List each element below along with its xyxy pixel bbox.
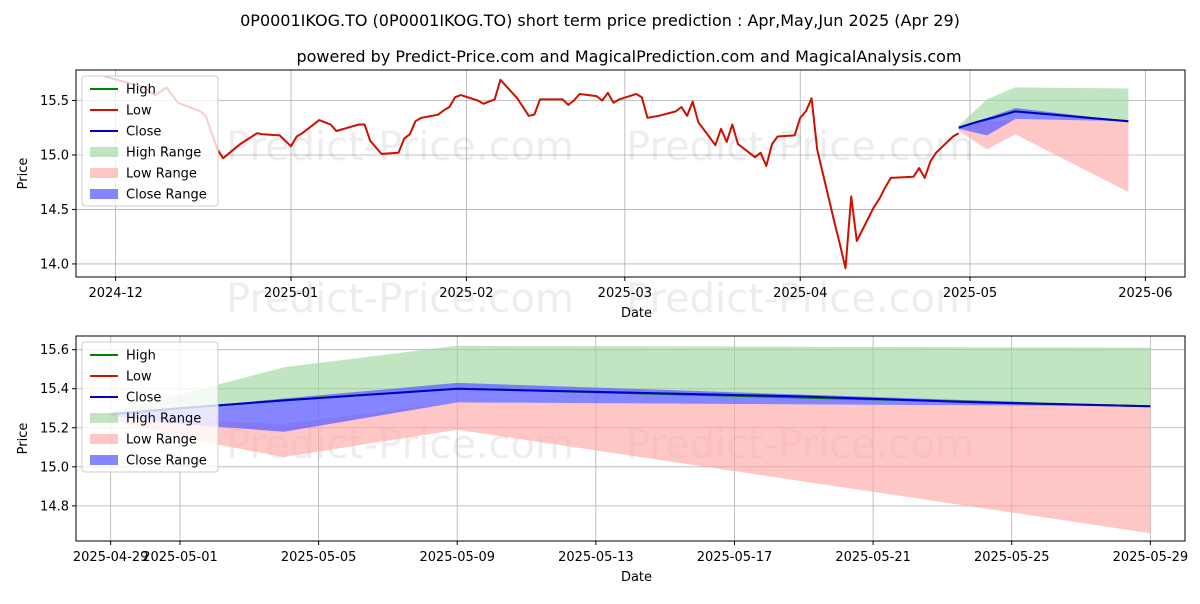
y-tick-label: 14.0: [40, 257, 69, 272]
x-tick-label: 2025-05-01: [142, 550, 218, 565]
legend-label: High Range: [126, 412, 201, 427]
y-tick-label: 15.5: [40, 94, 69, 109]
x-tick-label: 2025-05-21: [835, 550, 911, 565]
plot-area: [104, 75, 1129, 270]
legend-label: High Range: [126, 146, 201, 161]
y-tick-label: 15.0: [40, 148, 69, 163]
x-tick-label: 2025-03: [598, 286, 652, 301]
low-range-band: [110, 402, 1151, 534]
x-tick-label: 2025-05: [943, 286, 997, 301]
axes-frame: [75, 69, 1186, 278]
x-tick-label: 2025-05-17: [697, 550, 773, 565]
legend-swatch-high-range: [90, 147, 118, 157]
legend: High Low Close High Range Low Range Close Ran…: [81, 341, 219, 473]
x-axis-label: Date: [621, 570, 652, 585]
legend-label: Low: [126, 370, 152, 385]
x-tick-label: 2024-12: [88, 286, 142, 301]
legend-swatch-high-range: [90, 413, 118, 423]
legend-label: Close Range: [126, 454, 207, 469]
low-line: [104, 75, 960, 270]
x-tick-label: 2025-05-13: [558, 550, 634, 565]
chart-title: 0P0001IKOG.TO (0P0001IKOG.TO) short term…: [240, 11, 960, 30]
x-tick-label: 2025-05-29: [1113, 550, 1189, 565]
y-tick-label: 15.4: [40, 382, 69, 397]
y-axis-label: Price: [16, 423, 31, 455]
x-tick-label: 2025-05-09: [419, 550, 495, 565]
low-range-band: [958, 119, 1129, 192]
legend-label: Low Range: [126, 433, 197, 448]
legend-label: Low: [126, 104, 152, 119]
high-range-band: [958, 87, 1129, 128]
chart-subtitle: powered by Predict-Price.com and Magical…: [296, 47, 961, 66]
x-tick-label: 2025-06: [1118, 286, 1172, 301]
legend-label: High: [126, 83, 156, 98]
top-panel: Predict-Price.com Predict-Price.com Predic…: [16, 69, 1186, 322]
axes-frame: [75, 335, 1186, 542]
x-tick-label: 2025-05-05: [281, 550, 357, 565]
y-tick-label: 15.0: [40, 460, 69, 475]
watermark-text: Predict-Price.com: [226, 276, 574, 322]
plot-area: [110, 345, 1151, 534]
x-axis-label: Date: [621, 306, 652, 321]
legend-swatch-close-range: [90, 189, 118, 199]
high-range-band: [110, 345, 1151, 415]
close-line: [958, 110, 1129, 129]
watermark-text: Predict-Price.com: [626, 276, 974, 322]
legend-label: Close: [126, 125, 161, 140]
legend-label: High: [126, 349, 156, 364]
legend-label: Close: [126, 391, 161, 406]
y-tick-label: 15.6: [40, 343, 69, 358]
y-tick-label: 15.2: [40, 421, 69, 436]
legend-label: Low Range: [126, 167, 197, 182]
legend-swatch-low-range: [90, 434, 118, 444]
x-tick-label: 2025-04: [773, 286, 827, 301]
y-axis-label: Price: [16, 158, 31, 190]
bottom-panel: Predict-Price.comPredict-Price.com2025-0…: [16, 335, 1189, 585]
x-tick-label: 2025-02: [439, 286, 493, 301]
x-tick-label: 2025-05-25: [974, 550, 1050, 565]
legend-label: Close Range: [126, 188, 207, 203]
y-tick-label: 14.8: [40, 499, 69, 514]
legend-swatch-close-range: [90, 455, 118, 465]
watermark-text: Predict-Price.com: [626, 124, 974, 170]
x-tick-label: 2025-04-29: [73, 550, 149, 565]
y-tick-label: 14.5: [40, 203, 69, 218]
x-tick-label: 2025-01: [264, 286, 318, 301]
legend: High Low Close High Range Low Range Close Ran…: [81, 75, 219, 207]
legend-swatch-low-range: [90, 168, 118, 178]
